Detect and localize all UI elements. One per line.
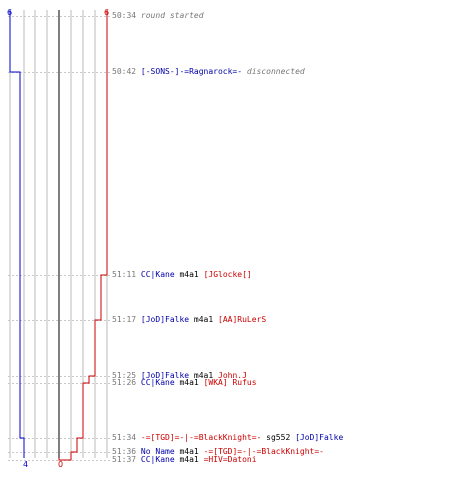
event-row: 50:34 round started [112,11,204,21]
event-row: 51:36 No Name m4a1 -=[TGD]=-|-=BlackKnig… [112,447,324,457]
team-b-player-line [58,10,108,461]
event-row: 51:11 CC|Kane m4a1 [JGlocke[] [112,270,252,280]
event-time: 51:37 [112,455,137,464]
event-time: 50:34 [112,11,137,20]
event-row: 51:26 CC|Kane m4a1 [WKA] Rufus [112,378,257,388]
weapon-name: m4a1 [193,315,214,324]
killer-name: CC|Kane [140,455,175,464]
killer-name: CC|Kane [140,378,175,387]
event-time: 51:36 [112,447,137,456]
team-a-player-line [9,10,25,458]
event-row: 50:42 [-SONS-]-=Ragnarock=- disconnected [112,67,305,77]
weapon-name: m4a1 [179,455,199,464]
event-row: 51:25 [JoD]Falke m4a1 John.J [112,371,247,381]
team-b-end-count: 0 [58,460,64,469]
weapon-name: m4a1 [179,447,199,456]
event-time: 51:34 [112,433,137,442]
event-time: 50:42 [112,67,137,76]
victim-name: [JGlocke[] [203,270,252,279]
event-row: 51:34 -=[TGD]=-|-=BlackKnight=- sg552 [J… [112,433,343,443]
event-message: round started [140,11,204,20]
killer-name: No Name [140,447,175,456]
weapon-name: m4a1 [179,378,199,387]
event-time: 51:11 [112,270,137,279]
team-a-end-count: 4 [23,460,29,469]
killer-name: [JoD]Falke [140,371,190,380]
killer-name: [JoD]Falke [140,315,190,324]
event-row: 51:17 [JoD]Falke m4a1 [AA]RuLerS [112,315,266,325]
weapon-name: sg552 [266,433,291,442]
killer-name: CC|Kane [140,270,175,279]
player-name: [-SONS-]-=Ragnarock=- [140,67,243,76]
event-message: disconnected [246,67,305,76]
victim-name: =HIV=Datoni [203,455,257,464]
killer-name: -=[TGD]=-|-=BlackKnight=- [140,433,262,442]
victim-name: -=[TGD]=-|-=BlackKnight=- [203,447,324,456]
team-b-start-count: 6 [104,8,110,17]
event-time: 51:17 [112,315,137,324]
victim-name: [WKA] Rufus [203,378,257,387]
victim-name: [AA]RuLerS [218,315,267,324]
victim-name: [JoD]Falke [295,433,344,442]
event-row: 51:37 CC|Kane m4a1 =HIV=Datoni [112,455,257,465]
event-time: 51:25 [112,371,137,380]
victim-name: John.J [218,371,247,380]
weapon-name: m4a1 [193,371,214,380]
team-a-start-count: 6 [7,8,13,17]
weapon-name: m4a1 [179,270,199,279]
event-time: 51:26 [112,378,137,387]
